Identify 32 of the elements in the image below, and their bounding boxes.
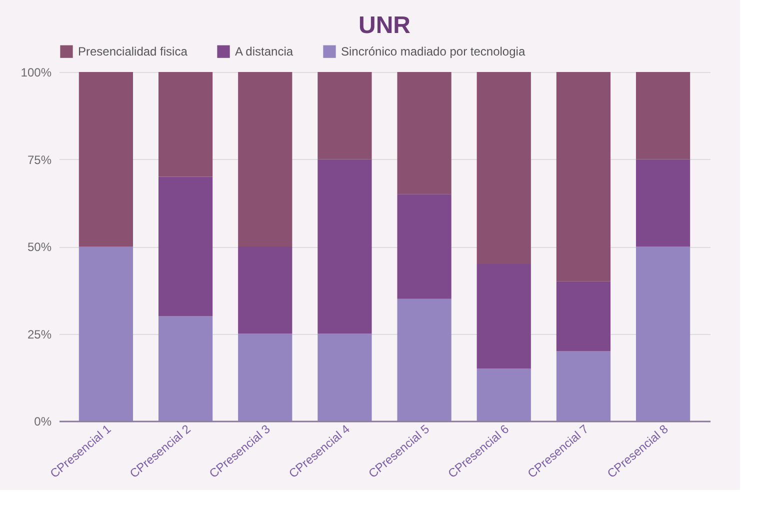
bar: [78, 72, 134, 246]
bar: [476, 264, 531, 369]
legend-label: A distancia: [235, 44, 294, 59]
bar: [556, 72, 611, 282]
bar: [158, 176, 213, 316]
bar: [636, 246, 690, 421]
bar: [238, 246, 292, 334]
bar: [158, 316, 213, 421]
bar: [556, 351, 611, 421]
legend-label: Sincrónico madiado por tecnologia: [341, 44, 526, 59]
y-tick-label: 100%: [20, 66, 52, 80]
bar: [397, 298, 452, 421]
bar: [318, 72, 372, 160]
bar: [476, 72, 531, 264]
y-tick-label: 75%: [27, 152, 52, 167]
chart-title: UNR: [358, 12, 410, 39]
y-tick-label: 50%: [27, 240, 52, 254]
y-tick-label: 25%: [27, 327, 52, 342]
y-tick-label: 0%: [34, 414, 52, 428]
bar: [238, 72, 292, 246]
bar: [158, 72, 213, 177]
bar: [397, 72, 452, 194]
bar: [318, 334, 372, 421]
bar: [476, 368, 531, 421]
bar: [556, 281, 611, 352]
bar: [636, 159, 690, 246]
bar: [636, 72, 690, 160]
bar: [397, 194, 452, 299]
bar: [78, 246, 134, 421]
bar: [318, 159, 372, 334]
legend-label: Presencialidad fisica: [78, 44, 188, 59]
bar: [238, 334, 292, 421]
